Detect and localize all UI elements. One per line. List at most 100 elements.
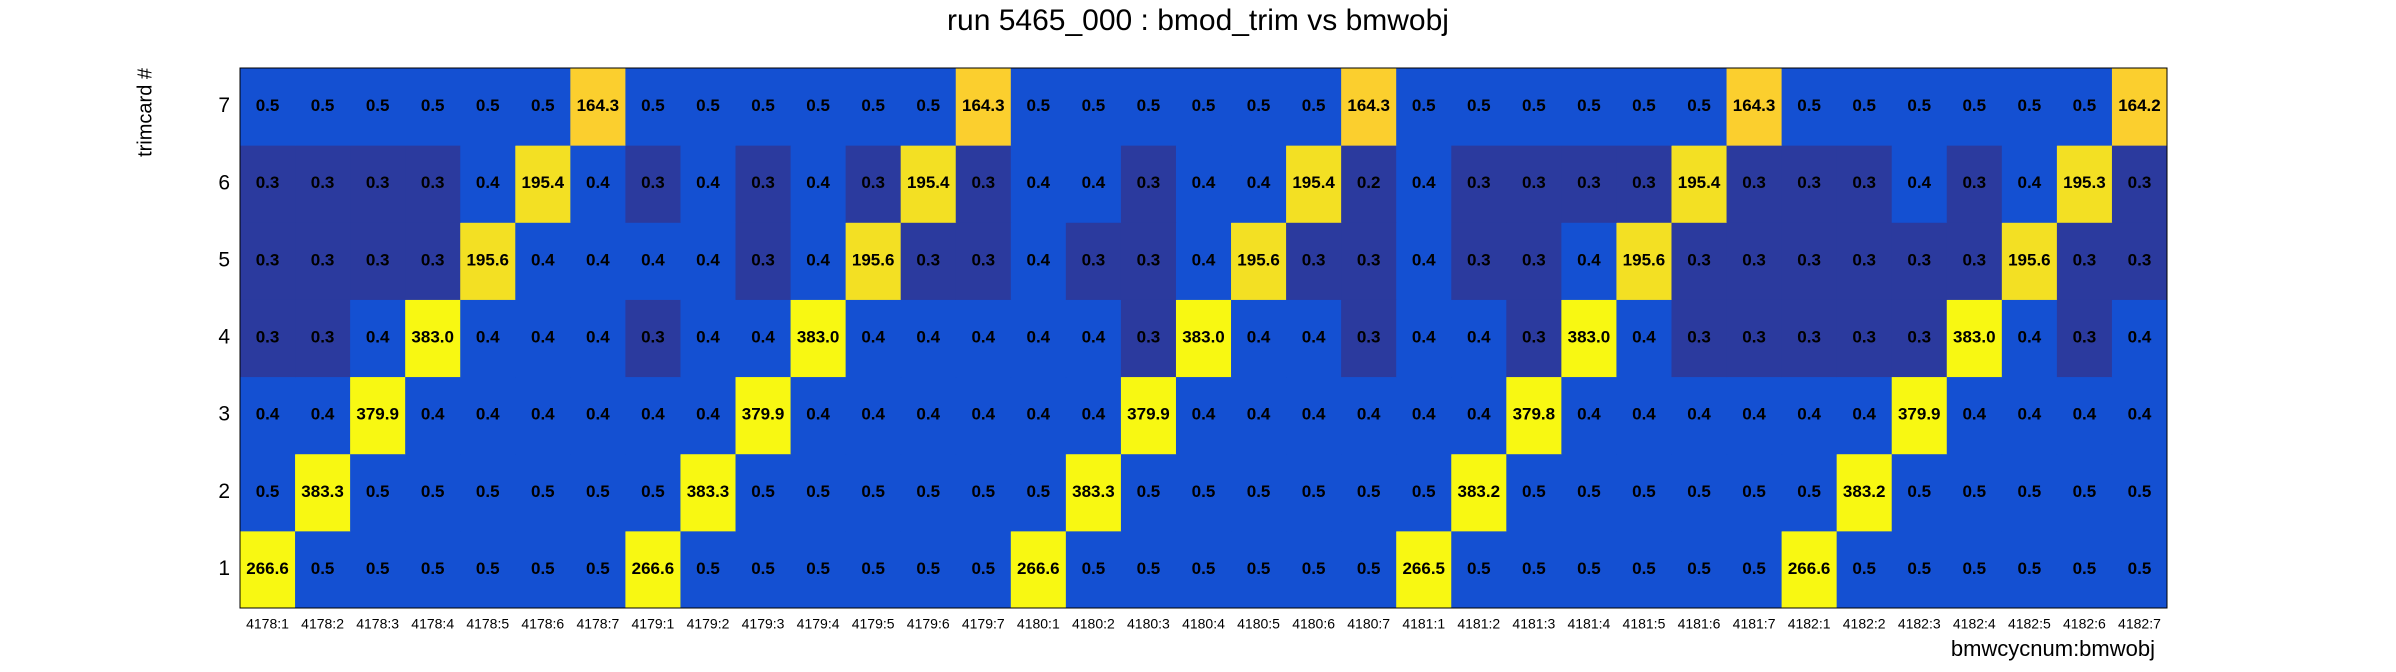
x-tick-label: 4181:6 (1678, 616, 1721, 632)
cell-label: 0.5 (1522, 96, 1546, 115)
cell-label: 0.5 (1687, 96, 1711, 115)
cell-label: 0.4 (1247, 405, 1271, 424)
cell-label: 0.3 (421, 250, 445, 269)
cell (460, 299, 516, 378)
cell-label: 0.4 (1742, 405, 1766, 424)
cell (790, 145, 847, 223)
cell (1671, 68, 1728, 146)
cell (1671, 453, 1728, 532)
cell-label: 195.6 (1623, 250, 1666, 269)
cell (1506, 222, 1562, 300)
cell (1231, 299, 1287, 378)
cell-label: 0.5 (421, 559, 445, 578)
cell-label: 0.4 (1907, 173, 1931, 192)
cell-label: 383.3 (301, 482, 344, 501)
cell (1341, 68, 1397, 146)
cell (1451, 145, 1507, 223)
cell (1231, 222, 1287, 300)
cell-label: 0.4 (586, 405, 610, 424)
cell (350, 68, 406, 146)
cell (790, 68, 847, 146)
cell-label: 0.5 (1247, 559, 1271, 578)
cell (1946, 376, 2003, 455)
cell (1506, 376, 1562, 455)
cell-label: 164.2 (2118, 96, 2161, 115)
cell (1065, 222, 1122, 300)
cell-label: 0.4 (1027, 405, 1051, 424)
cell-label: 0.4 (586, 173, 610, 192)
cell (955, 453, 1012, 532)
cell (1946, 145, 2003, 223)
cell-label: 0.4 (1412, 173, 1436, 192)
cell (295, 453, 351, 532)
cell (515, 453, 571, 532)
cell-label: 0.5 (2128, 482, 2152, 501)
cell (1231, 376, 1287, 455)
x-tick-label: 4180:7 (1347, 616, 1390, 632)
cell (1451, 68, 1507, 146)
cell (2001, 453, 2058, 532)
cell-label: 0.4 (1632, 327, 1656, 346)
cell-label: 0.4 (1192, 405, 1216, 424)
x-tick-label: 4178:2 (301, 616, 344, 632)
cell-label: 0.5 (751, 559, 775, 578)
cell (1836, 299, 1893, 378)
cell (1671, 530, 1728, 609)
cell (1616, 453, 1672, 532)
cell-label: 0.5 (421, 96, 445, 115)
cell (1891, 453, 1948, 532)
x-tick-label: 4180:4 (1182, 616, 1225, 632)
cell-label: 0.4 (1467, 327, 1491, 346)
cell-label: 0.4 (861, 327, 885, 346)
cell (1561, 530, 1617, 609)
cell (1506, 299, 1562, 378)
cell-label: 0.5 (1577, 96, 1601, 115)
cell-label: 0.5 (916, 96, 940, 115)
cell (2001, 222, 2058, 300)
cell-label: 0.3 (1137, 250, 1161, 269)
cell-label: 0.5 (751, 96, 775, 115)
x-tick-label: 4181:3 (1512, 616, 1555, 632)
cell (845, 530, 902, 609)
cell-label: 0.4 (1357, 405, 1381, 424)
cell (1341, 376, 1397, 455)
x-tick-label: 4179:2 (687, 616, 730, 632)
cell-label: 0.4 (1302, 405, 1326, 424)
cell (1120, 68, 1177, 146)
cell-label: 0.4 (586, 327, 610, 346)
cell (1781, 68, 1838, 146)
cell (1175, 453, 1232, 532)
cell (405, 145, 461, 223)
cell-label: 0.5 (1687, 482, 1711, 501)
cell-label: 0.3 (1907, 250, 1931, 269)
cell-label: 195.6 (2008, 250, 2051, 269)
x-tick-label: 4178:3 (356, 616, 399, 632)
cell (2056, 68, 2113, 146)
cell-label: 0.5 (1412, 482, 1436, 501)
cell-label: 0.5 (1302, 482, 1326, 501)
cell (1396, 376, 1452, 455)
cell-label: 0.3 (1742, 327, 1766, 346)
cell-label: 0.5 (531, 559, 555, 578)
x-tick-label: 4178:1 (246, 616, 289, 632)
cell-label: 266.6 (632, 559, 675, 578)
cell (1781, 145, 1838, 223)
cell (1120, 376, 1177, 455)
cell (625, 222, 681, 300)
cell (570, 68, 626, 146)
cell (570, 145, 626, 223)
cell-label: 0.3 (1962, 173, 1986, 192)
cell-label: 383.2 (1458, 482, 1501, 501)
cell-label: 0.5 (1247, 482, 1271, 501)
cell (1891, 299, 1948, 378)
cell-label: 0.3 (366, 173, 390, 192)
cell (1065, 68, 1122, 146)
cell-label: 195.4 (907, 173, 950, 192)
cell (1010, 68, 1067, 146)
cell-label: 0.4 (2018, 173, 2042, 192)
cell (240, 145, 296, 223)
cell-label: 383.0 (797, 327, 840, 346)
cell-label: 195.6 (466, 250, 509, 269)
cell-label: 0.5 (971, 482, 995, 501)
cell (1726, 453, 1783, 532)
